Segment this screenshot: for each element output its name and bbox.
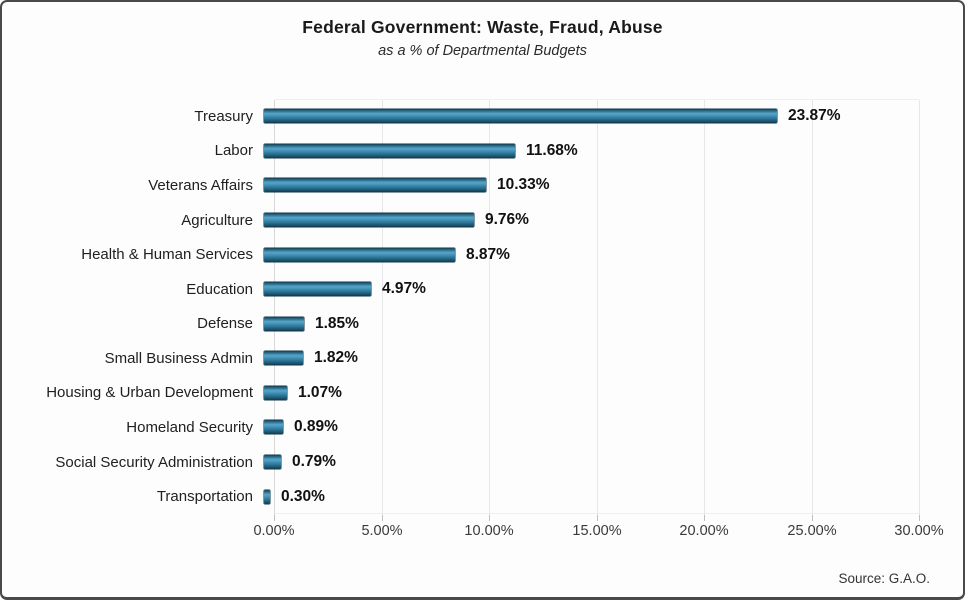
bar	[264, 213, 474, 228]
category-label: Agriculture	[181, 211, 253, 229]
axis-tick-mark	[274, 515, 275, 521]
bar-track: 8.87%	[264, 237, 909, 272]
category-label: Social Security Administration	[55, 453, 253, 471]
chart-row: Agriculture 9.76%	[2, 203, 965, 238]
plot-gridlines	[274, 99, 920, 521]
value-label: 1.07%	[298, 383, 342, 401]
chart-row: Social Security Administration 0.79%	[2, 445, 965, 480]
axis-tick-mark	[489, 515, 490, 521]
chart-row: Housing & Urban Development 1.07%	[2, 376, 965, 411]
x-axis-tick-label: 10.00%	[464, 523, 514, 539]
bar	[264, 351, 303, 366]
bar-track: 1.82%	[264, 341, 909, 376]
bar-track: 10.33%	[264, 168, 909, 203]
bar-track: 1.85%	[264, 306, 909, 341]
bar	[264, 385, 287, 400]
category-label: Treasury	[194, 107, 253, 125]
axis-tick-mark	[812, 515, 813, 521]
x-axis-tick-label: 15.00%	[572, 523, 622, 539]
bar-track: 0.89%	[264, 410, 909, 445]
bar	[264, 247, 455, 262]
category-label: Education	[186, 280, 253, 298]
bar	[264, 143, 515, 158]
chart-row: Transportation 0.30%	[2, 479, 965, 514]
gridline	[812, 100, 813, 515]
bar	[264, 489, 270, 504]
chart-row: Health & Human Services 8.87%	[2, 237, 965, 272]
axis-tick-mark	[704, 515, 705, 521]
value-label: 1.82%	[314, 349, 358, 367]
bar-track: 23.87%	[264, 99, 909, 134]
gridline	[597, 100, 598, 515]
bar-track: 9.76%	[264, 203, 909, 238]
source-note: Source: G.A.O.	[838, 571, 930, 586]
value-label: 23.87%	[788, 107, 841, 125]
axis-tick-mark	[919, 515, 920, 521]
chart-row: Defense 1.85%	[2, 306, 965, 341]
axis-tick-mark	[597, 515, 598, 521]
gridline	[489, 100, 490, 515]
gridline	[919, 100, 920, 515]
chart-row: Small Business Admin 1.82%	[2, 341, 965, 376]
value-label: 9.76%	[485, 211, 529, 229]
x-axis-tick-label: 30.00%	[894, 523, 944, 539]
bar-track: 0.30%	[264, 479, 909, 514]
category-label: Housing & Urban Development	[46, 384, 253, 402]
chart-title: Federal Government: Waste, Fraud, Abuse	[302, 17, 663, 37]
value-label: 10.33%	[497, 176, 550, 194]
bar	[264, 420, 283, 435]
category-label: Veterans Affairs	[148, 176, 253, 194]
x-axis-tick-label: 0.00%	[253, 523, 295, 539]
category-label: Homeland Security	[126, 418, 253, 436]
bar-track: 0.79%	[264, 445, 909, 480]
value-label: 0.89%	[294, 418, 338, 436]
bar	[264, 109, 777, 124]
value-label: 4.97%	[382, 280, 426, 298]
value-label: 0.30%	[281, 487, 325, 505]
x-axis-tick-label: 20.00%	[679, 523, 729, 539]
bar-rows: Treasury 23.87% Labor 11.68% Veterans Affair…	[2, 99, 965, 514]
bar	[264, 316, 304, 331]
chart-row: Education 4.97%	[2, 272, 965, 307]
value-label: 1.85%	[315, 314, 359, 332]
x-axis-tick-label: 25.00%	[787, 523, 837, 539]
axis-tick-mark	[382, 515, 383, 521]
value-label: 11.68%	[526, 141, 578, 159]
bar	[264, 282, 371, 297]
category-label: Transportation	[156, 488, 253, 506]
bar	[264, 455, 281, 470]
category-label: Defense	[197, 315, 253, 333]
bar-track: 1.07%	[264, 376, 909, 411]
gridline	[274, 100, 275, 515]
x-axis: 0.00% 5.00% 10.00% 15.00% 20.00% 25.00% 30.00%	[253, 523, 943, 543]
bar-track: 4.97%	[264, 272, 909, 307]
chart-row: Labor 11.68%	[2, 134, 965, 169]
category-label: Small Business Admin	[104, 349, 253, 367]
chart-header: Federal Government: Waste, Fraud, Abuse …	[2, 2, 963, 59]
x-axis-tick-label: 5.00%	[361, 523, 403, 539]
value-label: 0.79%	[292, 453, 336, 471]
category-label: Labor	[214, 142, 253, 160]
chart-subtitle: as a % of Departmental Budgets	[378, 43, 587, 59]
gridline	[704, 100, 705, 515]
value-label: 8.87%	[466, 245, 510, 263]
chart-row: Treasury 23.87%	[2, 99, 965, 134]
gridline	[382, 100, 383, 515]
chart-row: Homeland Security 0.89%	[2, 410, 965, 445]
bar	[264, 178, 486, 193]
bar-track: 11.68%	[264, 134, 909, 169]
chart-row: Veterans Affairs 10.33%	[2, 168, 965, 203]
category-label: Health & Human Services	[81, 246, 253, 264]
